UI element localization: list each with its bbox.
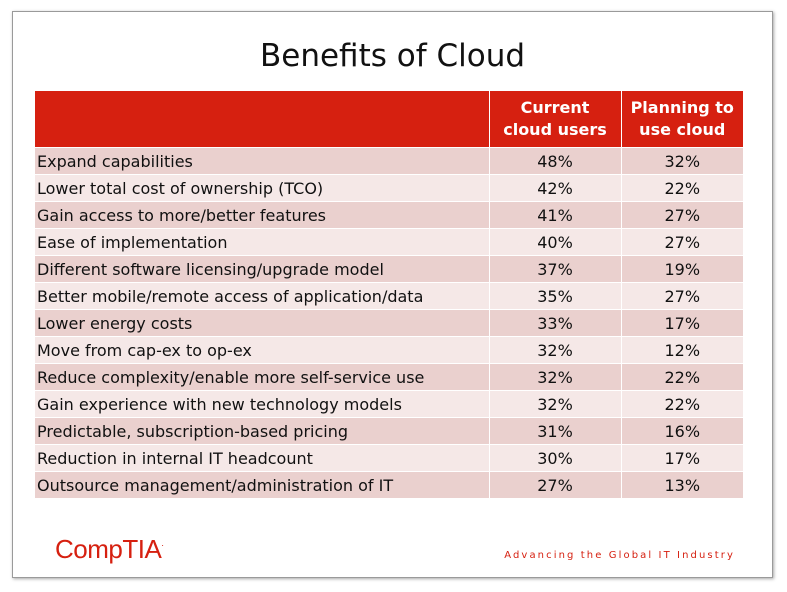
planning-cell: 22%: [621, 390, 743, 418]
planning-cell: 12%: [621, 336, 743, 364]
current-users-cell: 37%: [489, 255, 622, 283]
planning-cell: 17%: [621, 444, 743, 472]
planning-cell: 16%: [621, 417, 743, 445]
current-users-cell: 32%: [489, 390, 622, 418]
planning-cell: 13%: [621, 471, 743, 498]
logo-text: CompTIA: [55, 534, 162, 564]
current-users-cell: 30%: [489, 444, 622, 472]
current-users-cell: 32%: [489, 363, 622, 391]
benefit-cell: Lower total cost of ownership (TCO): [35, 174, 490, 202]
slide: Benefits of Cloud Current cloud users Pl…: [12, 11, 773, 578]
current-users-cell: 40%: [489, 228, 622, 256]
table-row: Lower energy costs 33% 17%: [35, 309, 743, 337]
header-current-line1: Current: [520, 98, 590, 117]
header-benefit: [35, 91, 490, 148]
benefit-cell: Move from cap-ex to op-ex: [35, 336, 490, 364]
benefit-cell: Ease of implementation: [35, 228, 490, 256]
logo-mark: .: [161, 538, 164, 548]
table-row: Move from cap-ex to op-ex 32% 12%: [35, 336, 743, 364]
planning-cell: 27%: [621, 201, 743, 229]
table-row: Predictable, subscription-based pricing 3…: [35, 417, 743, 445]
table-row: Gain access to more/better features 41% 27…: [35, 201, 743, 229]
comptia-logo: CompTIA.: [55, 534, 164, 565]
current-users-cell: 33%: [489, 309, 622, 337]
table-row: Gain experience with new technology mode…: [35, 390, 743, 418]
planning-cell: 22%: [621, 363, 743, 391]
tagline: Advancing the Global IT Industry: [504, 550, 735, 561]
current-users-cell: 27%: [489, 471, 622, 498]
planning-cell: 27%: [621, 282, 743, 310]
current-users-cell: 48%: [489, 147, 622, 175]
slide-title: Benefits of Cloud: [259, 38, 526, 74]
table-body: Expand capabilities 48% 32% Lower total cos…: [35, 147, 743, 498]
benefit-cell: Gain access to more/better features: [35, 201, 490, 229]
benefit-cell: Better mobile/remote access of applicati…: [35, 282, 490, 310]
table-row: Lower total cost of ownership (TCO) 42% 22…: [35, 174, 743, 202]
table-row: Reduce complexity/enable more self-servi…: [35, 363, 743, 391]
table-row: Expand capabilities 48% 32%: [35, 147, 743, 175]
table-header-row: Current cloud users Planning to use clou…: [35, 91, 743, 148]
header-current-line2: cloud users: [503, 120, 607, 139]
table-row: Different software licensing/upgrade mod…: [35, 255, 743, 283]
benefit-cell: Reduce complexity/enable more self-servi…: [35, 363, 490, 391]
planning-cell: 22%: [621, 174, 743, 202]
benefit-cell: Expand capabilities: [35, 147, 490, 175]
planning-cell: 32%: [621, 147, 743, 175]
benefit-cell: Outsource management/administration of I…: [35, 471, 490, 498]
planning-cell: 27%: [621, 228, 743, 256]
table-row: Outsource management/administration of I…: [35, 471, 743, 498]
table-row: Better mobile/remote access of applicati…: [35, 282, 743, 310]
benefit-cell: Gain experience with new technology mode…: [35, 390, 490, 418]
header-current-users: Current cloud users: [489, 91, 622, 148]
current-users-cell: 35%: [489, 282, 622, 310]
benefits-table: Current cloud users Planning to use clou…: [35, 91, 743, 498]
table-row: Ease of implementation 40% 27%: [35, 228, 743, 256]
benefit-cell: Predictable, subscription-based pricing: [35, 417, 490, 445]
benefit-cell: Different software licensing/upgrade mod…: [35, 255, 490, 283]
header-planning-line1: Planning to: [630, 98, 734, 117]
current-users-cell: 32%: [489, 336, 622, 364]
current-users-cell: 31%: [489, 417, 622, 445]
current-users-cell: 41%: [489, 201, 622, 229]
benefit-cell: Lower energy costs: [35, 309, 490, 337]
current-users-cell: 42%: [489, 174, 622, 202]
header-planning: Planning to use cloud: [621, 91, 743, 148]
planning-cell: 17%: [621, 309, 743, 337]
benefit-cell: Reduction in internal IT headcount: [35, 444, 490, 472]
planning-cell: 19%: [621, 255, 743, 283]
header-planning-line2: use cloud: [639, 120, 726, 139]
table-row: Reduction in internal IT headcount 30% 17%: [35, 444, 743, 472]
